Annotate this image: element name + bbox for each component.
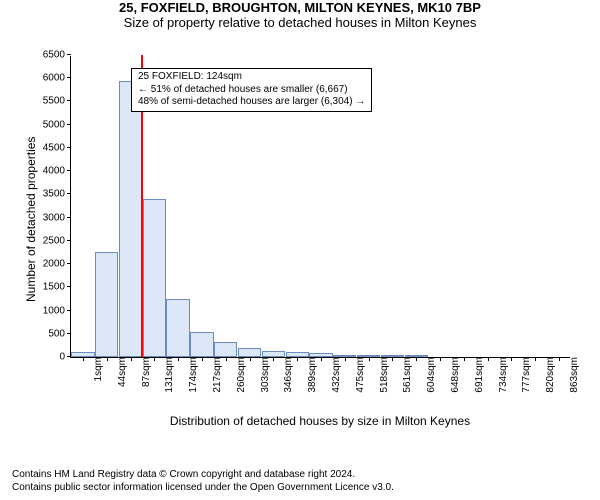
y-tick-mark xyxy=(67,310,71,311)
x-tick-label: 44sqm xyxy=(111,357,128,387)
y-tick-mark xyxy=(67,77,71,78)
y-tick-label: 500 xyxy=(48,328,71,339)
y-tick-mark xyxy=(67,170,71,171)
x-tick-label: 260sqm xyxy=(230,357,247,393)
y-tick-mark xyxy=(67,100,71,101)
x-tick-mark xyxy=(345,357,346,361)
x-tick-label: 87sqm xyxy=(135,357,152,387)
y-tick-mark xyxy=(67,54,71,55)
y-axis-label: Number of detached properties xyxy=(24,137,38,302)
x-tick-label: 561sqm xyxy=(396,357,413,393)
annotation-line: 48% of semi-detached houses are larger (… xyxy=(138,96,365,109)
x-tick-label: 432sqm xyxy=(325,357,342,393)
x-tick-label: 346sqm xyxy=(277,357,294,393)
x-tick-label: 820sqm xyxy=(539,357,556,393)
x-tick-mark xyxy=(202,357,203,361)
annotation-box: 25 FOXFIELD: 124sqm← 51% of detached hou… xyxy=(131,68,372,112)
x-tick-mark xyxy=(107,357,108,361)
x-tick-mark xyxy=(511,357,512,361)
x-tick-label: 217sqm xyxy=(206,357,223,393)
annotation-line: 25 FOXFIELD: 124sqm xyxy=(138,71,365,84)
histogram-bar xyxy=(262,351,285,357)
footer-line1: Contains HM Land Registry data © Crown c… xyxy=(12,468,600,481)
x-tick-label: 389sqm xyxy=(301,357,318,393)
x-tick-mark xyxy=(154,357,155,361)
x-tick-label: 1sqm xyxy=(87,357,104,381)
y-tick-mark xyxy=(67,333,71,334)
y-tick-label: 5500 xyxy=(43,96,71,107)
x-tick-label: 777sqm xyxy=(515,357,532,393)
histogram-bar xyxy=(286,352,309,357)
x-tick-mark xyxy=(178,357,179,361)
y-tick-label: 3000 xyxy=(43,212,71,223)
x-tick-mark xyxy=(392,357,393,361)
x-tick-label: 303sqm xyxy=(254,357,271,393)
x-tick-label: 691sqm xyxy=(468,357,485,393)
histogram-bar xyxy=(357,355,380,357)
y-tick-mark xyxy=(67,193,71,194)
footer-attribution: Contains HM Land Registry data © Crown c… xyxy=(0,468,600,494)
y-tick-label: 2500 xyxy=(43,235,71,246)
y-tick-label: 6500 xyxy=(43,50,71,61)
x-tick-label: 174sqm xyxy=(182,357,199,393)
x-axis-label: Distribution of detached houses by size … xyxy=(70,414,570,428)
y-tick-label: 0 xyxy=(59,352,71,363)
x-tick-mark xyxy=(416,357,417,361)
y-tick-label: 1500 xyxy=(43,282,71,293)
x-tick-label: 648sqm xyxy=(444,357,461,393)
histogram-bar xyxy=(71,352,94,357)
y-tick-mark xyxy=(67,240,71,241)
y-tick-mark xyxy=(67,147,71,148)
y-tick-mark xyxy=(67,124,71,125)
y-tick-label: 6000 xyxy=(43,73,71,84)
x-tick-mark xyxy=(559,357,560,361)
chart-title: 25, FOXFIELD, BROUGHTON, MILTON KEYNES, … xyxy=(0,0,600,15)
y-tick-mark xyxy=(67,286,71,287)
histogram-bar xyxy=(214,342,237,357)
histogram-bar xyxy=(190,332,213,357)
x-tick-mark xyxy=(250,357,251,361)
x-tick-label: 604sqm xyxy=(420,357,437,393)
x-tick-mark xyxy=(226,357,227,361)
plot-area: 0500100015002000250030003500400045005000… xyxy=(70,56,570,358)
footer-line2: Contains public sector information licen… xyxy=(12,481,600,494)
annotation-line: ← 51% of detached houses are smaller (6,… xyxy=(138,84,365,97)
x-tick-mark xyxy=(369,357,370,361)
chart-subtitle: Size of property relative to detached ho… xyxy=(0,15,600,30)
histogram-bar xyxy=(95,252,118,357)
x-tick-mark xyxy=(297,357,298,361)
y-tick-mark xyxy=(67,217,71,218)
y-tick-label: 2000 xyxy=(43,259,71,270)
histogram-bar xyxy=(405,355,428,357)
x-tick-mark xyxy=(488,357,489,361)
histogram-bar xyxy=(381,355,404,357)
histogram-bar xyxy=(333,355,356,357)
histogram-bar xyxy=(143,199,166,357)
x-tick-mark xyxy=(83,357,84,361)
y-tick-label: 5000 xyxy=(43,119,71,130)
x-tick-mark xyxy=(321,357,322,361)
x-tick-mark xyxy=(131,357,132,361)
x-tick-label: 734sqm xyxy=(492,357,509,393)
histogram-bar xyxy=(238,348,261,357)
x-tick-label: 863sqm xyxy=(563,357,580,393)
y-tick-label: 4000 xyxy=(43,166,71,177)
x-tick-mark xyxy=(440,357,441,361)
y-tick-label: 3500 xyxy=(43,189,71,200)
x-tick-mark xyxy=(464,357,465,361)
y-tick-label: 1000 xyxy=(43,305,71,316)
x-tick-label: 131sqm xyxy=(158,357,175,393)
histogram-bar xyxy=(119,81,142,357)
histogram-bar xyxy=(309,353,332,357)
x-tick-mark xyxy=(535,357,536,361)
x-tick-label: 475sqm xyxy=(349,357,366,393)
x-tick-mark xyxy=(273,357,274,361)
y-tick-mark xyxy=(67,263,71,264)
x-tick-label: 518sqm xyxy=(373,357,390,393)
y-tick-label: 4500 xyxy=(43,142,71,153)
histogram-bar xyxy=(166,299,189,357)
